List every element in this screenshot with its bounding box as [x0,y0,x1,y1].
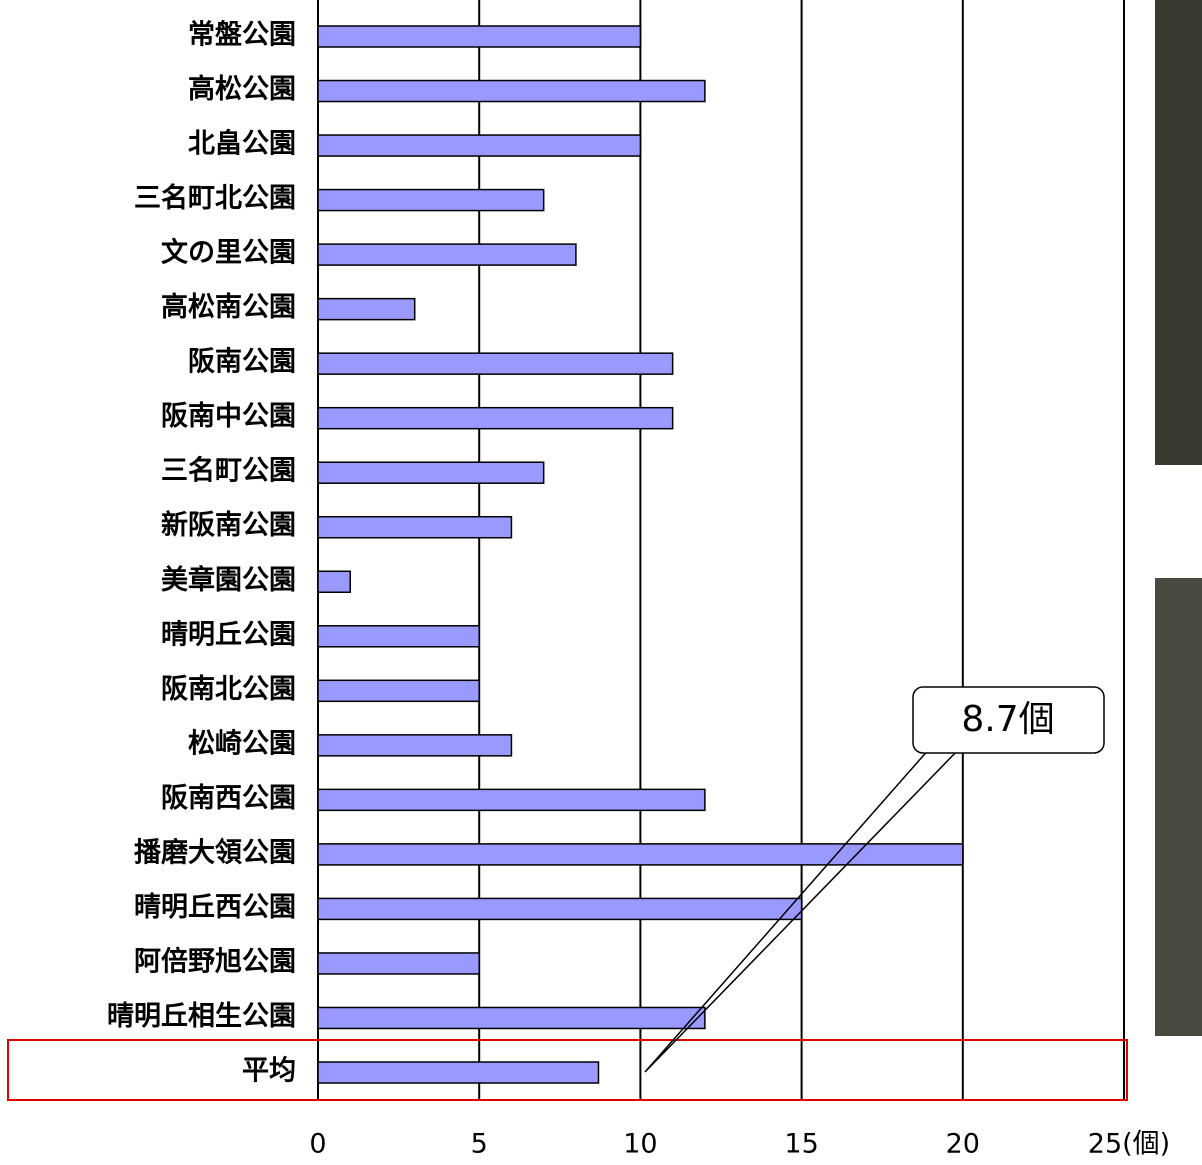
bar [317,570,351,594]
bar [317,952,480,975]
y-tick-label: 常盤公園 [188,20,296,51]
bar [317,461,545,484]
y-tick-label: 高松南公園 [161,291,296,323]
bar [317,515,513,539]
highlight-box [7,1039,1128,1101]
photo [1155,0,1202,465]
y-tick-label: 晴明丘相生公園 [107,1001,296,1032]
bar [317,897,803,921]
bar [317,406,674,430]
y-tick-label: 美章園公園 [161,564,296,596]
y-tick-label: 高松公園 [188,73,296,105]
x-tick-label: 0 [309,1129,326,1160]
y-tick-label: 文の里公園 [161,237,296,269]
y-tick-label: 松崎公園 [188,728,296,759]
bar [317,79,706,103]
y-tick-label: 三名町公園 [161,455,296,487]
y-tick-label: 阪南西公園 [161,783,296,814]
y-tick-label: 晴明丘公園 [161,619,296,650]
y-tick-label: 播磨大領公園 [134,836,296,868]
bar [317,843,964,866]
x-tick-label: 15 [784,1129,818,1160]
callout-box [912,686,1105,754]
callout-pointer [644,747,961,1073]
y-tick-label: 新阪南公園 [161,509,296,541]
bar [317,243,577,266]
y-tick-label: 三名町北公園 [134,182,296,214]
y-tick-label: 北畠公園 [188,128,296,160]
bar [317,625,480,648]
x-tick-label: 10 [623,1129,657,1160]
bar [317,297,416,321]
y-tick-label: 阿倍野旭公園 [134,945,296,977]
bar [317,788,706,812]
bar [317,734,513,757]
annotation: 8.7個 [961,699,1054,740]
y-tick-label: 晴明丘西公園 [134,892,296,923]
y-tick-label: 阪南中公園 [161,401,296,432]
photo [1155,578,1202,1036]
bar [317,679,480,703]
bar [317,25,642,48]
y-tick-label: 阪南北公園 [161,674,296,705]
plot-area: 0 5 10 15 20 25(個) 常盤公園高松公園北畠公園三名町北公園文の里公園高松南公… [107,0,1170,1160]
x-tick-label: 20 [946,1129,980,1160]
x-tick-label: 5 [471,1129,488,1160]
bar [317,134,642,157]
y-tick-label: 阪南公園 [188,347,296,378]
bar [317,352,674,375]
bar [317,1006,706,1030]
bar [317,188,545,212]
bar [317,1061,600,1084]
x-tick-label: 25(個) [1088,1129,1170,1160]
y-tick-label: 平均 [242,1056,296,1087]
